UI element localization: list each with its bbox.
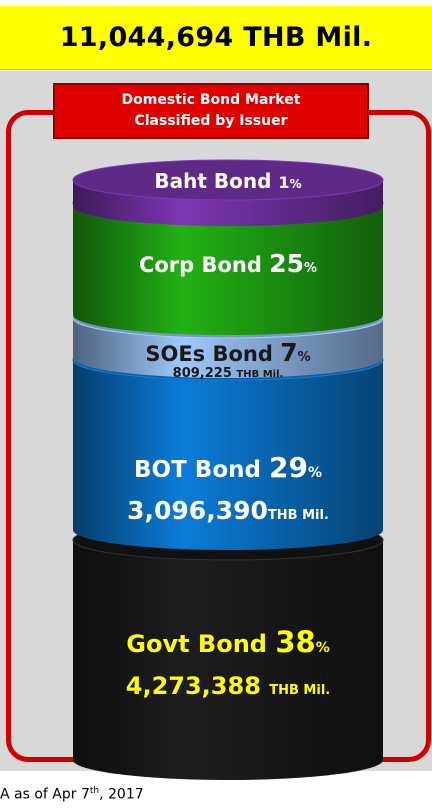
label-percent-bot-bond: 29 (269, 451, 308, 484)
label-pct-sign-soes-bond: % (298, 350, 311, 365)
amount-unit-bot-bond: THB Mil. (268, 508, 329, 523)
label-name-baht-bond: Baht Bond (154, 169, 278, 193)
amount-govt-bond: 4,273,388 THB Mil. (126, 672, 330, 700)
amount-value-govt-bond: 4,273,388 (126, 672, 269, 700)
source-sup: th (89, 786, 100, 796)
total-banner: 11,044,694 THB Mil. (0, 6, 432, 70)
segment-body-govt-bond (73, 540, 383, 780)
label-pct-sign-corp-bond: % (304, 261, 317, 276)
label-percent-govt-bond: 38 (275, 625, 315, 659)
label-soes-bond: SOEs Bond 7% (145, 338, 310, 367)
source-suffix: , 2017 (99, 786, 144, 803)
segment-body-bot-bond (73, 360, 383, 550)
source-note: A as of Apr 7th, 2017 (0, 786, 144, 803)
label-name-soes-bond: SOEs Bond (145, 342, 280, 366)
segment-baht-bond (72, 159, 384, 226)
chart-header: Domestic Bond Market Classified by Issue… (53, 83, 369, 139)
label-name-bot-bond: BOT Bond (134, 457, 269, 483)
amount-soes-bond: 809,225 THB Mil. (173, 366, 284, 381)
source-prefix: A as of Apr 7 (0, 786, 90, 803)
label-corp-bond: Corp Bond 25% (139, 249, 317, 278)
amount-bot-bond: 3,096,390THB Mil. (127, 496, 329, 525)
label-pct-sign-bot-bond: % (308, 465, 322, 481)
label-name-corp-bond: Corp Bond (139, 253, 269, 277)
label-baht-bond: Baht Bond 1% (154, 169, 301, 193)
label-percent-baht-bond: 1 (278, 173, 289, 192)
label-bot-bond: BOT Bond 29% (134, 451, 322, 484)
segment-body-corp-bond (73, 203, 383, 335)
amount-unit-soes-bond: THB Mil. (236, 369, 283, 380)
chart-header-line1: Domestic Bond Market (121, 92, 301, 108)
segment-top-baht-bond (72, 159, 384, 201)
total-value: 11,044,694 THB Mil. (59, 22, 373, 53)
amount-value-soes-bond: 809,225 (173, 366, 237, 381)
label-pct-sign-govt-bond: % (316, 640, 330, 656)
label-name-govt-bond: Govt Bond (126, 630, 275, 658)
label-percent-soes-bond: 7 (280, 338, 297, 367)
chart-header-line2: Classified by Issuer (134, 113, 288, 129)
label-govt-bond: Govt Bond 38% (126, 625, 329, 659)
amount-unit-govt-bond: THB Mil. (269, 683, 330, 698)
amount-value-bot-bond: 3,096,390 (127, 496, 268, 525)
label-pct-sign-baht-bond: % (290, 177, 302, 191)
label-percent-corp-bond: 25 (269, 249, 304, 278)
